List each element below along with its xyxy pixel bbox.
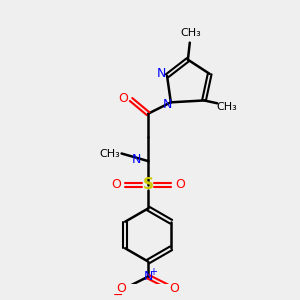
Text: CH₃: CH₃ <box>100 148 121 158</box>
Text: O: O <box>111 178 121 191</box>
Text: O: O <box>170 282 180 295</box>
Text: N: N <box>143 270 153 283</box>
Text: O: O <box>117 282 127 295</box>
Text: O: O <box>176 178 185 191</box>
Text: N: N <box>162 98 172 111</box>
Text: N: N <box>157 68 166 80</box>
Text: CH₃: CH₃ <box>216 102 237 112</box>
Text: N: N <box>132 153 141 166</box>
Text: O: O <box>118 92 128 105</box>
Text: S: S <box>142 177 154 192</box>
Text: +: + <box>149 267 157 277</box>
Text: −: − <box>112 289 123 300</box>
Text: CH₃: CH₃ <box>180 28 201 38</box>
